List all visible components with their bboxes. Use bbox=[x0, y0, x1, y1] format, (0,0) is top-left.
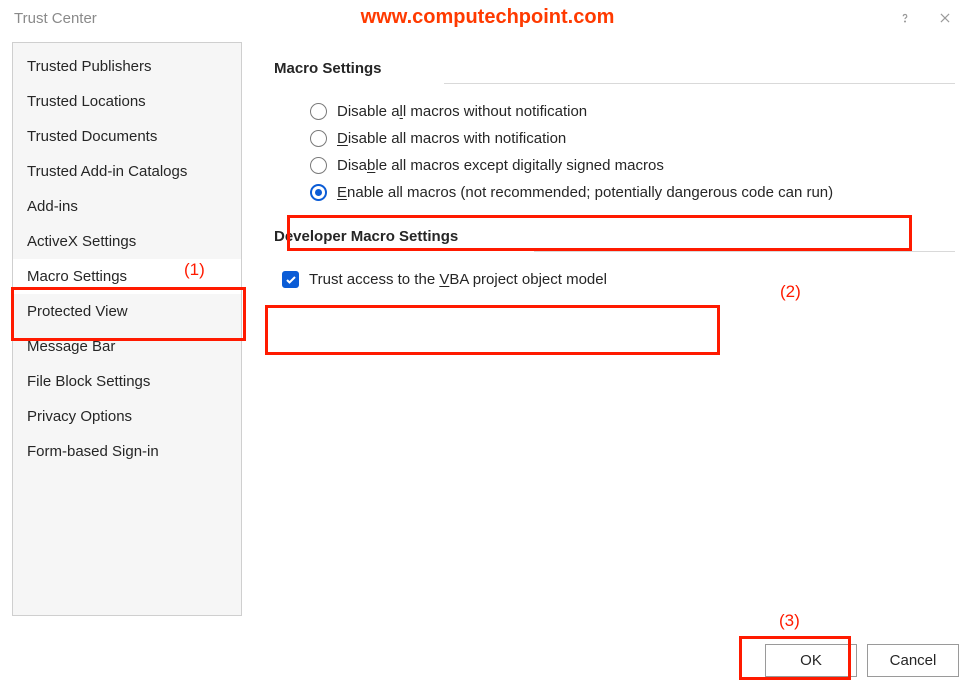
macro-option-0[interactable]: Disable all macros without notification bbox=[308, 98, 955, 125]
ok-button[interactable]: OK bbox=[765, 644, 857, 677]
sidebar-item-macro-settings[interactable]: Macro Settings bbox=[13, 259, 241, 294]
macro-option-3[interactable]: Enable all macros (not recommended; pote… bbox=[308, 179, 955, 206]
trust-vba-row[interactable]: Trust access to the VBA project object m… bbox=[274, 266, 955, 293]
macro-option-label-3: Enable all macros (not recommended; pote… bbox=[337, 184, 833, 201]
macro-settings-title: Macro Settings bbox=[274, 60, 955, 77]
sidebar-item-file-block-settings[interactable]: File Block Settings bbox=[13, 364, 241, 399]
macro-option-label-2: Disable all macros except digitally sign… bbox=[337, 157, 664, 174]
macro-option-1[interactable]: Disable all macros with notification bbox=[308, 125, 955, 152]
macro-option-label-0: Disable all macros without notification bbox=[337, 103, 587, 120]
macro-radio-2[interactable] bbox=[310, 157, 327, 174]
sidebar-item-activex-settings[interactable]: ActiveX Settings bbox=[13, 224, 241, 259]
macro-radio-3[interactable] bbox=[310, 184, 327, 201]
sidebar-item-trusted-locations[interactable]: Trusted Locations bbox=[13, 84, 241, 119]
macro-option-label-1: Disable all macros with notification bbox=[337, 130, 566, 147]
sidebar-item-form-based-sign-in[interactable]: Form-based Sign-in bbox=[13, 434, 241, 469]
settings-pane: Macro Settings Disable all macros withou… bbox=[242, 42, 963, 616]
sidebar-item-protected-view[interactable]: Protected View bbox=[13, 294, 241, 329]
macro-option-2[interactable]: Disable all macros except digitally sign… bbox=[308, 152, 955, 179]
window-title: Trust Center bbox=[14, 10, 97, 27]
macro-radio-group: Disable all macros without notification D… bbox=[274, 98, 955, 206]
sidebar-item-message-bar[interactable]: Message Bar bbox=[13, 329, 241, 364]
cancel-button[interactable]: Cancel bbox=[867, 644, 959, 677]
developer-macro-title: Developer Macro Settings bbox=[274, 228, 955, 245]
sidebar-item-add-ins[interactable]: Add-ins bbox=[13, 189, 241, 224]
trust-vba-label: Trust access to the VBA project object m… bbox=[309, 271, 607, 288]
macro-radio-1[interactable] bbox=[310, 130, 327, 147]
close-icon[interactable] bbox=[925, 0, 965, 36]
sidebar-item-privacy-options[interactable]: Privacy Options bbox=[13, 399, 241, 434]
sidebar-item-trusted-add-in-catalogs[interactable]: Trusted Add-in Catalogs bbox=[13, 154, 241, 189]
help-icon[interactable] bbox=[885, 0, 925, 36]
category-sidebar: Trusted PublishersTrusted LocationsTrust… bbox=[12, 42, 242, 616]
sidebar-item-trusted-publishers[interactable]: Trusted Publishers bbox=[13, 49, 241, 84]
macro-radio-0[interactable] bbox=[310, 103, 327, 120]
sidebar-item-trusted-documents[interactable]: Trusted Documents bbox=[13, 119, 241, 154]
trust-vba-checkbox[interactable] bbox=[282, 271, 299, 288]
